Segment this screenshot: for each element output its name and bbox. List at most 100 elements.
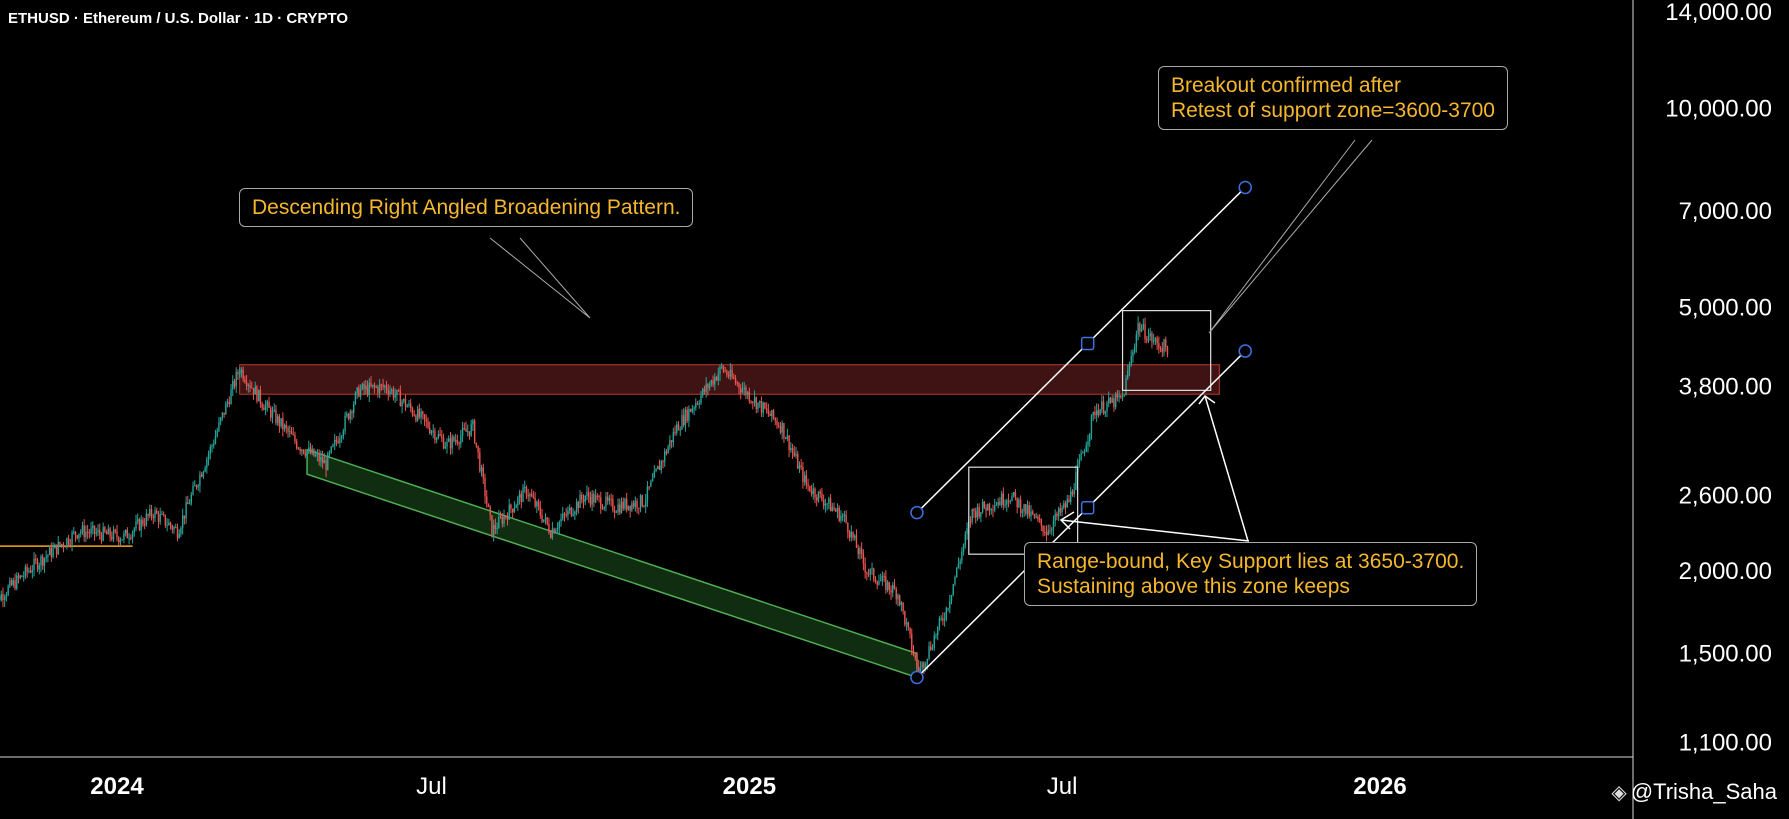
breakout-callout[interactable]: Breakout confirmed after Retest of suppo… <box>1158 66 1508 130</box>
candle-body <box>259 389 262 404</box>
candle-body <box>38 565 40 570</box>
candle-body <box>114 529 116 532</box>
candle-body <box>1092 411 1094 417</box>
candle-body <box>59 541 61 546</box>
candle-body <box>1064 503 1067 508</box>
candle-body <box>268 401 270 408</box>
candle-body <box>377 386 379 393</box>
candle-body <box>762 402 764 413</box>
candle-body <box>12 580 15 585</box>
candle-body <box>124 529 127 534</box>
trendline-handle <box>910 670 924 685</box>
candle-body <box>881 576 884 581</box>
candle-body <box>857 547 859 555</box>
binance-icon: ◈ <box>1611 781 1627 804</box>
candle-body <box>1049 530 1051 532</box>
range-callout[interactable]: Range-bound, Key Support lies at 3650-37… <box>1024 542 1478 606</box>
candle-body <box>62 544 65 547</box>
candle-body <box>1114 394 1117 408</box>
candle-body <box>617 504 619 513</box>
candle-body <box>1128 365 1131 371</box>
candle-body <box>600 497 602 509</box>
candle-body <box>802 467 804 482</box>
candle-body <box>494 524 497 529</box>
candle-body <box>1066 499 1068 508</box>
candle-body <box>244 379 246 383</box>
candle-body <box>1104 411 1106 414</box>
candle-body <box>947 608 949 610</box>
candle-body <box>118 537 120 543</box>
candle-body <box>181 515 184 529</box>
candle-body <box>883 576 885 578</box>
candle-body <box>532 496 535 498</box>
candle-body <box>1163 339 1165 353</box>
candle-body <box>565 514 567 516</box>
candle-body <box>85 531 87 538</box>
candle-body <box>779 426 782 433</box>
candle-body <box>765 408 768 410</box>
candle-body <box>563 513 566 515</box>
candle-body <box>1007 500 1010 502</box>
candle-body <box>724 371 726 373</box>
candle-body <box>140 519 142 531</box>
candle-body <box>707 384 709 389</box>
x-tick-label: 2025 <box>723 773 776 800</box>
candle-body <box>1099 409 1101 416</box>
candle-body <box>498 516 500 529</box>
candle-body <box>886 582 889 591</box>
candle-body <box>446 441 448 447</box>
candle-body <box>670 440 673 443</box>
candle-body <box>551 528 554 538</box>
candle-body <box>442 437 445 449</box>
candle-body <box>803 475 806 482</box>
candle-body <box>1149 333 1151 336</box>
candle-body <box>850 531 853 538</box>
candle-body <box>366 385 369 396</box>
candle-body <box>769 413 771 417</box>
candle-body <box>719 366 721 374</box>
candle-body <box>453 436 455 441</box>
candle-body <box>622 501 624 509</box>
candle-body <box>67 538 70 545</box>
candle-body <box>577 502 580 508</box>
candle-body <box>335 439 338 442</box>
candle-body <box>299 448 301 452</box>
candle-body <box>295 441 298 449</box>
candle-body <box>290 431 293 435</box>
candle-body <box>746 392 749 396</box>
candle-body <box>204 467 206 472</box>
candle-body <box>232 380 234 390</box>
candle-body <box>314 455 317 457</box>
candle-body <box>1120 395 1122 398</box>
candle-body <box>425 419 427 422</box>
candle-body <box>2 594 4 600</box>
candle-body <box>21 575 23 578</box>
candle-body <box>610 498 612 500</box>
candle-body <box>166 525 168 527</box>
candle-body <box>406 405 408 408</box>
pattern-callout[interactable]: Descending Right Angled Broadening Patte… <box>239 188 694 227</box>
candle-body <box>1073 489 1075 495</box>
candle-body <box>470 424 472 436</box>
candle-body <box>456 440 459 444</box>
candle-body <box>171 526 173 530</box>
candle-body <box>168 522 170 526</box>
candle-body <box>116 531 118 538</box>
candle-body <box>930 646 932 650</box>
candle-body <box>717 373 719 381</box>
candle-body <box>197 485 199 488</box>
breakout-callout-line1: Breakout confirmed after <box>1171 74 1401 97</box>
candle-body <box>81 525 84 532</box>
candle-body <box>636 500 638 509</box>
candle-body <box>1057 508 1060 517</box>
candle-body <box>482 467 484 478</box>
candle-body <box>1002 493 1005 506</box>
candle-body <box>838 507 840 521</box>
candle-body <box>289 431 291 433</box>
candle-body <box>945 608 948 620</box>
candle-body <box>1016 497 1018 508</box>
candle-body <box>69 544 72 546</box>
candle-body <box>102 527 104 541</box>
candle-body <box>900 602 903 605</box>
